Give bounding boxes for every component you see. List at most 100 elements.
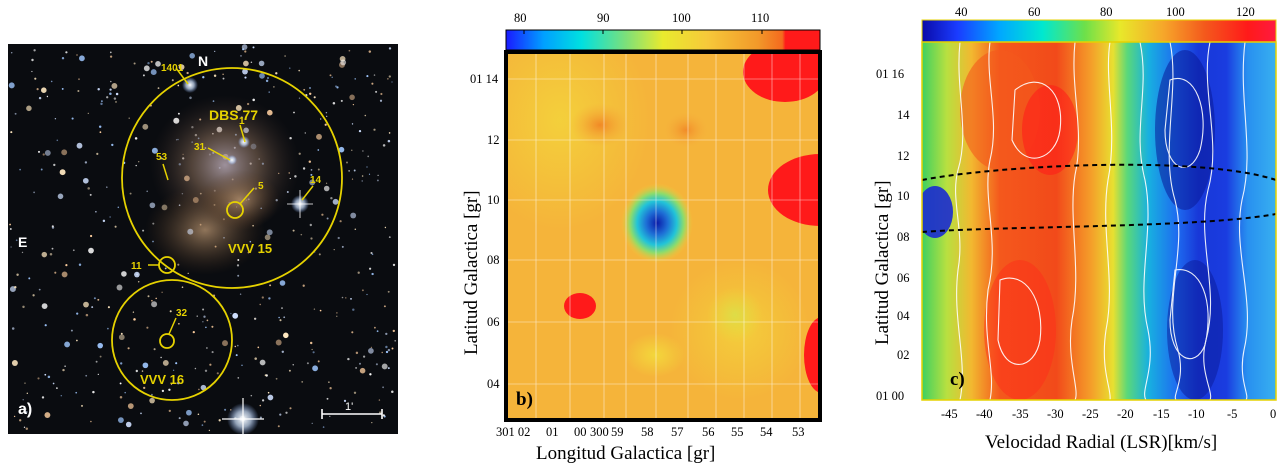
star-point bbox=[237, 377, 240, 379]
star-point bbox=[279, 280, 286, 286]
star-point bbox=[324, 123, 327, 126]
star-point bbox=[383, 305, 386, 308]
star-point bbox=[392, 329, 395, 333]
star-point bbox=[110, 80, 112, 83]
star-point bbox=[340, 99, 343, 102]
label-32: 32 bbox=[176, 308, 188, 319]
star-point bbox=[326, 217, 329, 220]
star-point bbox=[181, 286, 184, 289]
star-point bbox=[332, 102, 336, 105]
x-tick-c: 0 bbox=[1270, 407, 1276, 421]
star-point bbox=[316, 133, 322, 140]
star-point bbox=[304, 132, 307, 134]
star-point bbox=[348, 49, 351, 52]
x-tick-b: 301 02 bbox=[496, 425, 530, 439]
x-tick-b: 54 bbox=[760, 425, 773, 439]
star-point bbox=[310, 173, 313, 176]
star-point bbox=[41, 303, 48, 310]
star-point bbox=[380, 92, 383, 96]
x-tick-c: -5 bbox=[1227, 407, 1237, 421]
star-point bbox=[388, 47, 392, 50]
star-point bbox=[371, 421, 373, 424]
star-point bbox=[164, 267, 167, 270]
star-point bbox=[345, 297, 347, 299]
star-point bbox=[60, 394, 63, 397]
colorbar-b-tick: 100 bbox=[672, 11, 691, 25]
star-point bbox=[239, 293, 242, 295]
star-point bbox=[142, 229, 145, 232]
star-point bbox=[75, 391, 78, 394]
star-point bbox=[53, 163, 56, 167]
star-point bbox=[222, 73, 224, 76]
x-tick-b: 300 bbox=[590, 425, 609, 439]
label-dbs77: DBS 77 bbox=[209, 107, 258, 123]
circle-dbs77 bbox=[121, 67, 343, 289]
star-point bbox=[250, 394, 253, 397]
star-point bbox=[224, 408, 227, 411]
star-point bbox=[189, 96, 192, 100]
star-point bbox=[177, 84, 180, 87]
star-point bbox=[9, 228, 12, 230]
star-point bbox=[311, 422, 313, 424]
star-point bbox=[168, 409, 171, 413]
y-tick-c: 08 bbox=[897, 230, 910, 244]
star-point bbox=[209, 363, 212, 366]
star-point bbox=[353, 169, 356, 172]
star-point bbox=[134, 271, 140, 278]
star-point bbox=[98, 125, 102, 128]
colorbar-c bbox=[921, 19, 1277, 43]
star-point bbox=[162, 359, 169, 366]
star-point bbox=[375, 363, 378, 366]
star-point bbox=[309, 223, 312, 227]
star-point bbox=[51, 225, 54, 228]
star-point bbox=[46, 95, 49, 98]
star-point bbox=[31, 70, 33, 73]
star-point bbox=[213, 74, 217, 77]
x-tick-c: -15 bbox=[1153, 407, 1170, 421]
star-point bbox=[355, 366, 358, 369]
star-point bbox=[321, 213, 324, 216]
star-point bbox=[328, 381, 330, 383]
star-point bbox=[31, 58, 34, 62]
star-point bbox=[387, 139, 391, 143]
star-point bbox=[306, 362, 309, 365]
x-tick-c: -25 bbox=[1082, 407, 1099, 421]
star-point bbox=[82, 177, 89, 184]
star-point bbox=[19, 168, 21, 171]
star-point bbox=[243, 60, 249, 67]
star-point bbox=[21, 251, 24, 254]
star-point bbox=[275, 339, 282, 346]
star-point bbox=[115, 100, 117, 103]
bright-star bbox=[238, 136, 250, 148]
star-point bbox=[89, 193, 92, 196]
star-point bbox=[323, 185, 330, 192]
star-point bbox=[11, 360, 18, 366]
star-point bbox=[71, 117, 74, 120]
star-point bbox=[329, 415, 331, 417]
map-c-region bbox=[984, 260, 1056, 400]
star-point bbox=[41, 87, 47, 93]
star-point bbox=[240, 55, 242, 57]
star-point bbox=[38, 96, 42, 100]
x-tick-c: -10 bbox=[1188, 407, 1205, 421]
map-b-red-blob bbox=[804, 317, 820, 393]
star-point bbox=[308, 160, 312, 163]
star-point bbox=[87, 187, 90, 190]
star-point bbox=[279, 319, 282, 322]
star-point bbox=[140, 412, 142, 415]
star-point bbox=[202, 321, 204, 323]
star-point bbox=[354, 78, 356, 80]
star-point bbox=[288, 369, 291, 372]
star-point bbox=[70, 329, 73, 332]
star-point bbox=[142, 123, 149, 130]
map-c-region bbox=[1155, 50, 1215, 210]
star-point bbox=[376, 330, 379, 333]
bright-star bbox=[227, 155, 237, 165]
pointer-31 bbox=[207, 147, 231, 161]
star-point bbox=[341, 296, 344, 299]
x-tick-b: 00 bbox=[574, 425, 587, 439]
y-tick-c: 10 bbox=[897, 189, 910, 203]
star-point bbox=[41, 396, 45, 399]
pointer-1401 bbox=[175, 67, 189, 85]
star-point bbox=[135, 164, 137, 167]
